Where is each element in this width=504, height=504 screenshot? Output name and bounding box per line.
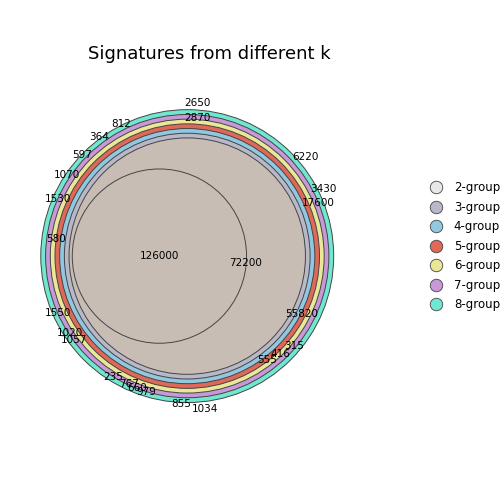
Legend: 2-group, 3-group, 4-group, 5-group, 6-group, 7-group, 8-group: 2-group, 3-group, 4-group, 5-group, 6-gr…	[424, 181, 500, 311]
Text: 812: 812	[111, 119, 131, 129]
Text: 2650: 2650	[184, 98, 211, 108]
Circle shape	[65, 133, 310, 379]
Text: 315: 315	[284, 341, 304, 351]
Circle shape	[41, 110, 334, 403]
Text: 767: 767	[119, 379, 139, 389]
Text: 597: 597	[72, 150, 92, 160]
Text: 235: 235	[104, 372, 123, 382]
Text: 364: 364	[89, 133, 109, 143]
Title: Signatures from different k: Signatures from different k	[88, 45, 331, 63]
Text: 55820: 55820	[285, 309, 319, 319]
Circle shape	[50, 119, 324, 393]
Text: 72200: 72200	[229, 259, 262, 269]
Circle shape	[72, 169, 246, 343]
Text: 416: 416	[271, 348, 291, 358]
Text: 1550: 1550	[45, 308, 72, 318]
Text: 126000: 126000	[140, 251, 179, 261]
Text: 1034: 1034	[192, 404, 218, 414]
Circle shape	[69, 138, 305, 374]
Text: 6220: 6220	[292, 152, 319, 161]
Text: 855: 855	[171, 399, 192, 409]
Circle shape	[46, 114, 329, 398]
Text: 1530: 1530	[45, 194, 72, 204]
Text: 979: 979	[136, 387, 156, 397]
Text: 1070: 1070	[54, 170, 80, 180]
Text: 3430: 3430	[310, 184, 337, 195]
Text: 2870: 2870	[184, 113, 211, 123]
Text: 555: 555	[258, 355, 277, 365]
Circle shape	[55, 124, 320, 389]
Text: 580: 580	[46, 234, 66, 244]
Circle shape	[59, 129, 315, 384]
Text: 1057: 1057	[60, 335, 87, 345]
Text: 660: 660	[127, 383, 147, 393]
Text: 17600: 17600	[301, 199, 334, 208]
Text: 1020: 1020	[57, 328, 83, 338]
